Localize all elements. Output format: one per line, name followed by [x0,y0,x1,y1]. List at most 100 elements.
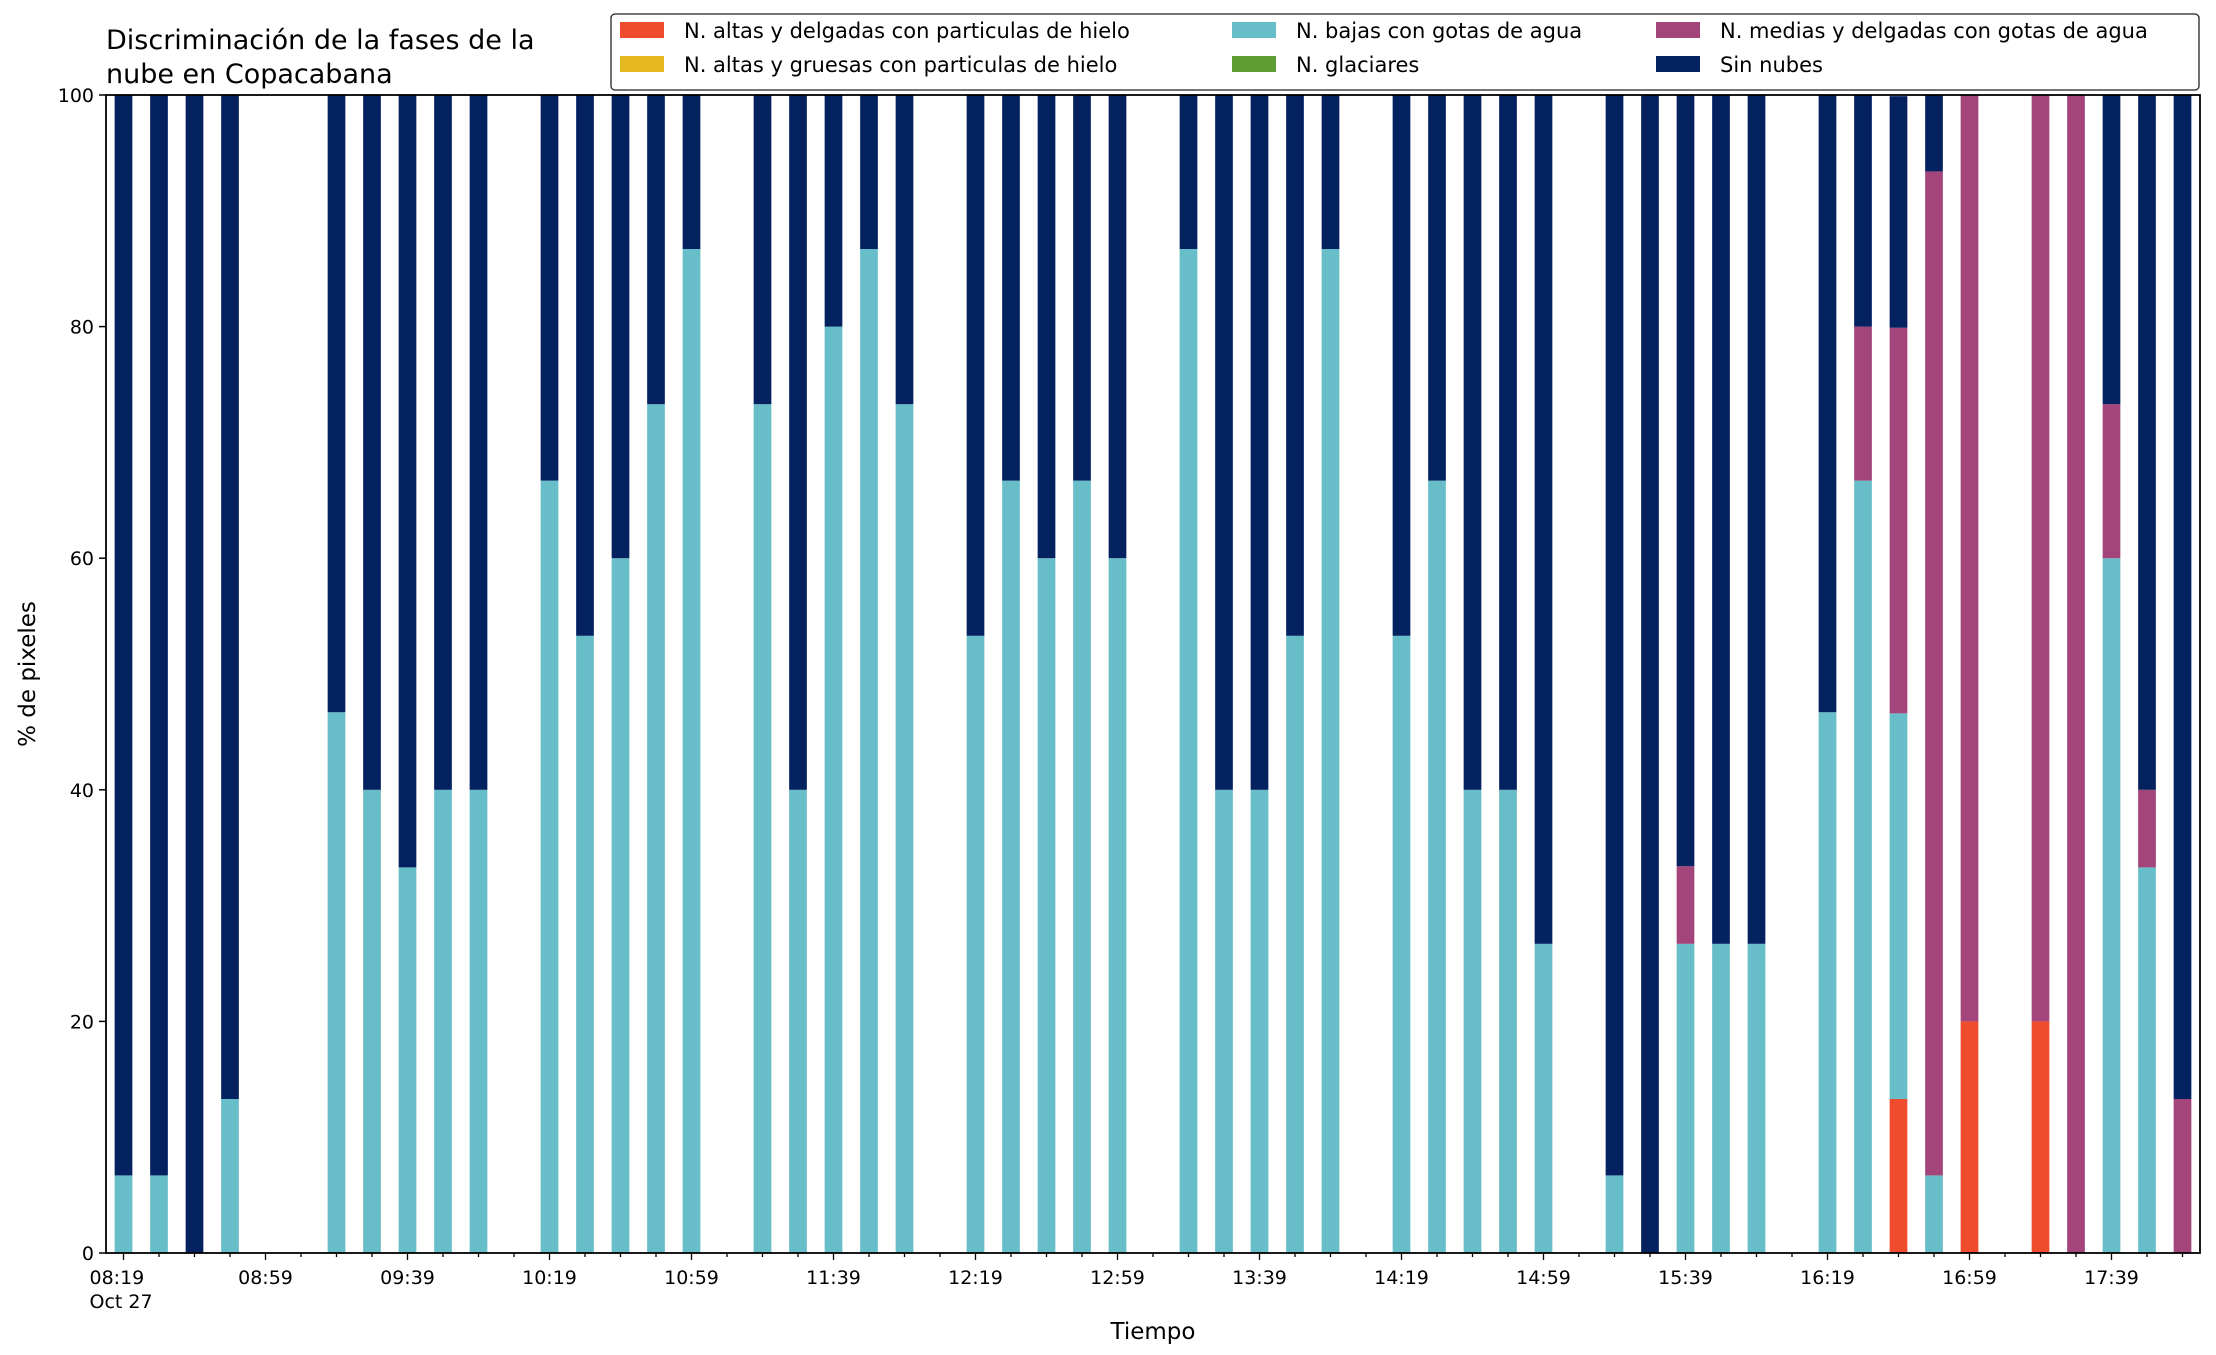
bar-segment [2173,1098,2192,1253]
bar-segment [1534,943,1553,1253]
bar-segment [2067,95,2085,1253]
legend-swatch [1656,56,1700,72]
y-tick-label: 100 [58,85,94,107]
x-tick-label: 12:59 [1090,1267,1145,1289]
bar-segment [2138,95,2156,790]
bar-segment [2138,789,2156,868]
bar-segment [1641,95,1659,1253]
legend-label: N. bajas con gotas de agua [1296,19,1582,43]
bar-segment [1534,95,1553,944]
bar-segment [1889,713,1908,1099]
bar-segment [1463,95,1482,790]
y-tick-label: 80 [70,317,94,339]
legend: N. altas y delgadas con particulas de hi… [610,13,2200,91]
bar-segment [1321,95,1340,250]
legend-swatch [1232,22,1276,38]
bar-segment [1108,558,1127,1253]
bar-segment [1818,95,1837,713]
bar-segment [2102,95,2121,405]
legend-label: N. medias y delgadas con gotas de agua [1720,19,2148,43]
bar-segment [540,480,559,1253]
bar-segment [1605,1175,1624,1253]
bar-segment [363,95,381,790]
bar-segment [1818,712,1837,1253]
bar-segment [1463,789,1482,1253]
bar-segment [1250,95,1269,790]
bar-segment [2102,404,2121,559]
bar-segment [2102,558,2121,1253]
x-tick-label: 10:59 [664,1267,719,1289]
x-tick-label: 13:39 [1232,1267,1287,1289]
bar-segment [1428,480,1446,1253]
bar-segment [2031,1021,2050,1253]
bar-segment [1889,1098,1908,1253]
bar-segment [824,326,843,1254]
chart-title-line: nube en Copacabana [106,59,393,90]
bar-segment [1676,943,1695,1253]
bar-segment [647,95,665,405]
bar-segment [1108,95,1127,559]
bar-segment [1392,95,1411,636]
bar-segment [789,789,807,1253]
x-tick-label: 17:39 [2084,1267,2139,1289]
x-tick-label: 08:59 [238,1267,293,1289]
bar-segment [576,95,594,636]
chart-title: Discriminación de la fases de la nube en … [106,25,535,90]
bars-layer [114,95,2192,1254]
legend-label: N. altas y delgadas con particulas de hi… [684,19,1130,43]
bar-segment [1179,95,1198,250]
bar-segment [2138,867,2156,1253]
bar-segment [1854,95,1872,327]
bar-segment [2031,95,2050,1022]
chart-title-line: Discriminación de la fases de la [106,25,535,56]
bar-segment [2173,95,2192,1099]
legend-swatch [1656,22,1700,38]
bar-segment [1925,1175,1943,1253]
x-tick-label-line: 08:19 [90,1267,145,1289]
bar-segment [1037,558,1056,1253]
x-axis-label: Tiempo [1110,1319,1196,1345]
x-tick-label: 16:59 [1942,1267,1997,1289]
bar-segment [1428,95,1446,481]
bar-segment [966,635,985,1253]
bar-segment [434,789,452,1253]
bar-segment [966,95,985,636]
bar-segment [895,404,914,1253]
legend-label: Sin nubes [1720,53,1823,77]
bar-segment [611,558,630,1253]
bar-segment [860,249,878,1253]
bar-segment [860,95,878,250]
bar-segment [753,95,772,405]
y-tick-label: 60 [70,548,94,570]
legend-swatch [620,56,664,72]
bar-segment [1960,1021,1979,1253]
bar-segment [1712,95,1730,944]
bar-segment [1073,95,1091,481]
bar-segment [1925,171,1943,1176]
bar-segment [185,95,204,1253]
bar-segment [789,95,807,790]
bar-segment [114,95,133,1176]
bar-segment [1499,95,1517,790]
bar-segment [1676,866,1695,944]
bar-segment [1179,249,1198,1253]
bar-segment [682,95,701,250]
bar-segment [1392,635,1411,1253]
bar-segment [1854,480,1872,1253]
bar-segment [150,95,168,1176]
x-tick-label: 16:19 [1800,1267,1855,1289]
bar-segment [434,95,452,790]
bar-segment [1925,95,1943,172]
bar-segment [150,1175,168,1253]
bar-segment [1286,635,1304,1253]
x-tick-label: 14:19 [1374,1267,1429,1289]
bar-segment [1321,249,1340,1253]
x-tick-label: 09:39 [380,1267,435,1289]
bar-segment [540,95,559,481]
bar-segment [1712,943,1730,1253]
x-tick-label: 10:19 [522,1267,577,1289]
legend-label: N. altas y gruesas con particulas de hie… [684,53,1117,77]
legend-swatch [1232,56,1276,72]
bar-segment [327,712,346,1253]
